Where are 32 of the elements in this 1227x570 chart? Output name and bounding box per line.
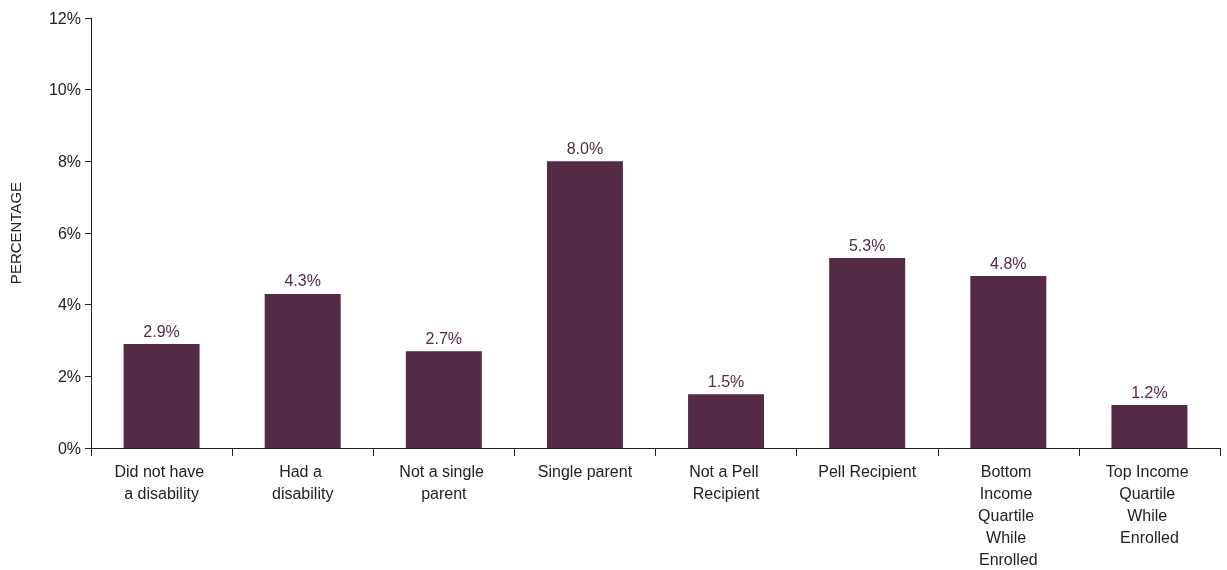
- bar: [405, 351, 482, 448]
- bar: [264, 293, 341, 448]
- data-label: 8.0%: [566, 139, 604, 157]
- y-tick-label: 10%: [48, 81, 81, 99]
- y-tick-label: 0%: [57, 439, 81, 457]
- y-tick-label: 6%: [57, 224, 81, 242]
- y-tick-label: 8%: [57, 152, 81, 170]
- x-tick-label: Had a disability: [272, 462, 334, 502]
- x-tick-label: Did not have a disability: [114, 462, 209, 502]
- x-tick-label: Top Income Quartile While Enrolled: [1105, 462, 1194, 546]
- y-axis-title: PERCENTAGE: [7, 181, 24, 285]
- data-label: 1.5%: [707, 372, 745, 390]
- x-tick-label: Single parent: [537, 462, 633, 480]
- data-label: 4.3%: [284, 272, 321, 290]
- bar: [1111, 405, 1188, 448]
- y-tick-label: 4%: [57, 296, 81, 314]
- data-label: 1.2%: [1131, 383, 1168, 401]
- x-tick-label: Pell Recipient: [818, 462, 917, 480]
- y-tick-label: 2%: [57, 367, 81, 385]
- bar: [970, 276, 1047, 448]
- x-tick-label: Not a Pell Recipient: [689, 462, 763, 502]
- bar: [546, 161, 623, 448]
- y-tick-label: 12%: [48, 9, 81, 27]
- x-tick-label: Bottom Income Quartile While Enrolled: [978, 462, 1039, 568]
- data-label: 2.7%: [425, 329, 463, 347]
- data-label: 2.9%: [143, 322, 180, 340]
- bar: [123, 344, 200, 448]
- bar: [688, 394, 765, 448]
- x-tick-label: Not a single parent: [399, 462, 489, 502]
- data-label: 5.3%: [848, 236, 886, 254]
- bar: [829, 258, 906, 448]
- data-label: 4.8%: [990, 254, 1027, 272]
